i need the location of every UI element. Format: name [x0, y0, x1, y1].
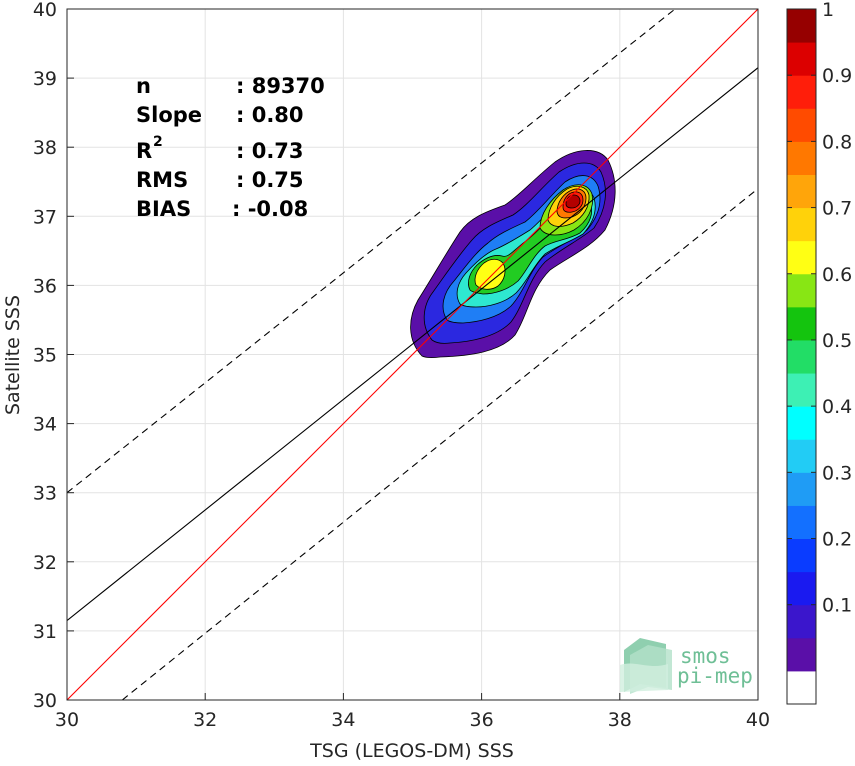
upper-dashed-line [67, 9, 676, 494]
colorbar-tick-label: 0.1 [822, 595, 852, 617]
stat-bias-value: : -0.08 [232, 197, 308, 221]
colorbar-segment [787, 141, 816, 175]
stat-slope-label: Slope [136, 103, 202, 127]
y-tick-label: 40 [33, 0, 57, 21]
y-axis-label: Satellite SSS [2, 295, 24, 415]
logo-text-pi-mep: pi-mep [677, 664, 753, 688]
colorbar-segment [787, 472, 816, 506]
colorbar-segment [787, 273, 816, 308]
colorbar-segment [787, 373, 816, 407]
colorbar-segment [787, 9, 816, 43]
y-tick-label: 34 [33, 414, 57, 436]
y-axis-ticks: 30 31 32 33 34 35 36 37 38 39 40 [33, 0, 74, 712]
colorbar-tick-label: 0.4 [822, 396, 852, 418]
lower-dashed-line [121, 188, 758, 700]
one-to-one-line [67, 9, 758, 700]
logo-waves-icon [620, 638, 672, 694]
y-tick-label: 36 [33, 275, 57, 297]
x-tick-label: 32 [193, 709, 217, 731]
colorbar-segment [787, 670, 816, 705]
colorbar-tick-label: 0.9 [822, 65, 852, 87]
stat-r2-value: : 0.73 [236, 139, 304, 163]
stat-n-label: n [136, 74, 151, 98]
colorbar-segment [787, 42, 816, 76]
stat-n-value: : 89370 [236, 74, 325, 98]
colorbar-segment [787, 439, 816, 473]
stat-bias-label: BIAS [136, 197, 191, 221]
colorbar-segment [787, 306, 816, 341]
stats-block: n : 89370 Slope : 0.80 R 2 : 0.73 RMS : … [136, 74, 325, 221]
regression-line [67, 67, 758, 621]
colorbar-segment [787, 538, 816, 573]
stat-slope-value: : 0.80 [236, 103, 304, 127]
colorbar-segment [787, 406, 816, 440]
colorbar-segment [787, 174, 816, 209]
stat-r2-label: R [136, 139, 152, 163]
smos-pi-mep-logo: smos pi-mep [620, 638, 753, 694]
stat-rms-value: : 0.75 [236, 168, 304, 192]
y-tick-label: 32 [33, 552, 57, 574]
colorbar-tick-label: 0.6 [822, 264, 852, 286]
colorbar-segment [787, 75, 816, 109]
contour-level-6 [474, 258, 506, 290]
colorbar-tick-label: 0.7 [822, 198, 852, 220]
colorbar-tick-label: 0.2 [822, 529, 852, 551]
colorbar-frame [786, 8, 817, 705]
stat-r2-sup: 2 [153, 134, 163, 150]
colorbar-tick-label: 0.8 [822, 131, 852, 153]
x-tick-label: 40 [746, 709, 770, 731]
colorbar-segment [787, 604, 816, 639]
x-tick-label: 36 [470, 709, 494, 731]
colorbar-segment [787, 108, 816, 142]
y-tick-label: 35 [33, 345, 57, 367]
colorbar-segment [787, 207, 816, 242]
y-tick-label: 30 [33, 690, 57, 712]
logo-text-smos: smos [680, 644, 731, 668]
colorbar-segment [787, 571, 816, 606]
colorbar-ticks: 0.1 0.2 0.3 0.4 0.5 0.6 0.7 0.8 0.9 1 [787, 0, 852, 617]
x-axis-ticks: 30 32 34 36 38 40 [55, 693, 770, 731]
stat-rms-label: RMS [136, 168, 188, 192]
colorbar-tick-label: 1 [822, 0, 834, 21]
colorbar-tick-label: 0.3 [822, 462, 852, 484]
x-tick-label: 38 [608, 709, 632, 731]
reference-lines [67, 9, 758, 700]
colorbar [787, 9, 816, 705]
colorbar-segment [787, 339, 816, 374]
colorbar-segment [787, 240, 816, 275]
x-tick-label: 34 [331, 709, 355, 731]
y-tick-label: 33 [33, 483, 57, 505]
colorbar-segment [787, 637, 816, 672]
y-tick-label: 38 [33, 137, 57, 159]
y-tick-label: 39 [33, 68, 57, 90]
y-tick-label: 37 [33, 206, 57, 228]
grid [66, 8, 759, 701]
x-tick-label: 30 [55, 709, 79, 731]
colorbar-segment [787, 505, 816, 540]
colorbar-tick-label: 0.5 [822, 330, 852, 352]
y-tick-label: 31 [33, 621, 57, 643]
x-axis-label: TSG (LEGOS-DM) SSS [309, 740, 514, 762]
